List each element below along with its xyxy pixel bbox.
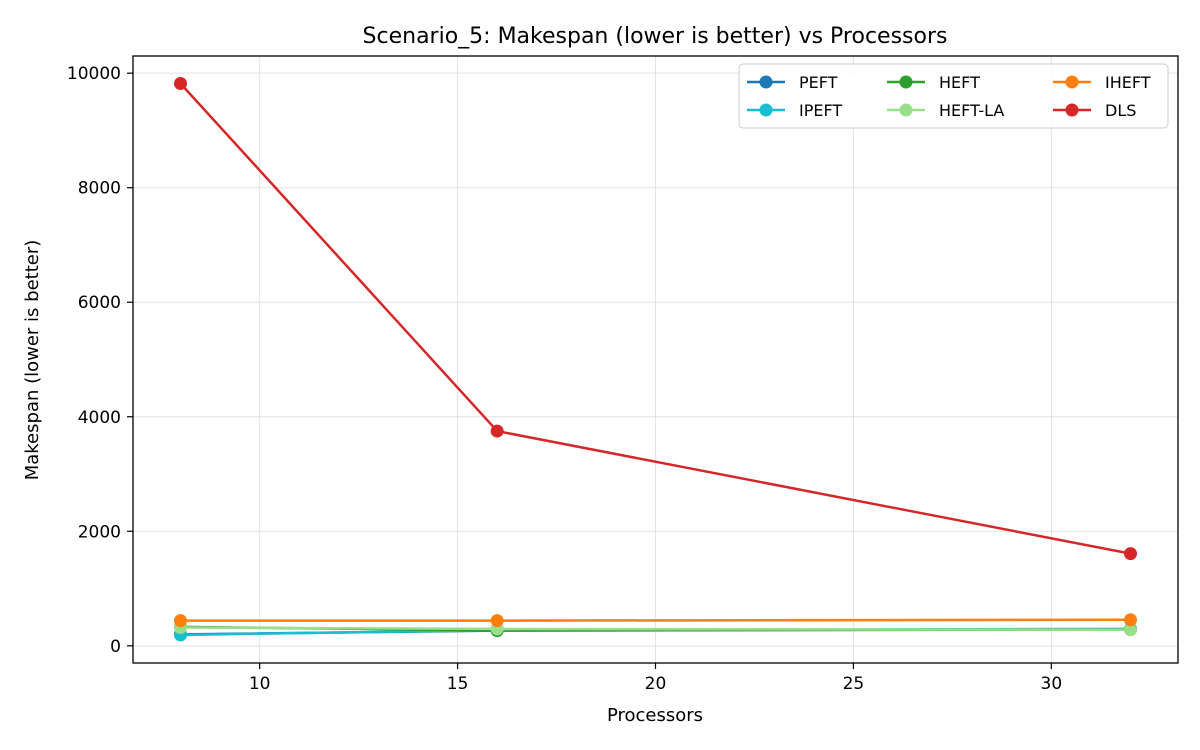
legend-swatch-marker	[759, 103, 773, 117]
legend-box	[738, 63, 1169, 129]
legend-swatch-marker	[899, 103, 913, 117]
grid-layer	[133, 56, 1178, 663]
data-point-dls	[174, 76, 187, 90]
data-point-iheft	[174, 614, 187, 628]
data-point-dls	[1124, 547, 1137, 561]
y-axis-label: Makespan (lower is better)	[22, 240, 43, 481]
ticks-layer: 10 15 20 25 30 0 2000 4000 6000 8000 10000	[67, 64, 1062, 694]
chart-title: Scenario_5: Makespan (lower is better) v…	[363, 24, 948, 49]
x-tick-label: 30	[1041, 674, 1063, 694]
legend-swatch-marker	[1065, 75, 1079, 89]
legend-item-dls: DLS	[1053, 101, 1136, 120]
x-tick-label: 15	[447, 674, 469, 694]
y-tick-label: 4000	[78, 408, 121, 428]
series-dls	[174, 76, 1137, 561]
legend-label: IHEFT	[1105, 73, 1151, 92]
legend-item-ipeft: IPEFT	[747, 101, 842, 120]
legend-swatch-marker	[759, 75, 773, 89]
data-point-iheft	[490, 614, 504, 628]
legend-swatch-marker	[899, 75, 913, 89]
x-tick-label: 25	[843, 674, 865, 694]
legend-item-heft-la: HEFT-LA	[887, 101, 1004, 120]
y-tick-label: 2000	[78, 522, 121, 542]
y-tick-label: 10000	[67, 64, 121, 84]
legend-item-peft: PEFT	[747, 73, 838, 92]
y-tick-label: 6000	[78, 293, 121, 313]
x-tick-label: 20	[645, 674, 667, 694]
legend-item-heft: HEFT	[887, 73, 980, 92]
legend-item-iheft: IHEFT	[1053, 73, 1151, 92]
y-tick-label: 0	[110, 637, 121, 657]
data-point-iheft	[1124, 613, 1137, 627]
data-point-heft-la	[1124, 623, 1137, 637]
data-point-dls	[490, 424, 504, 438]
series-iheft	[174, 613, 1137, 628]
series-layer	[174, 76, 1137, 642]
legend-label: IPEFT	[799, 101, 842, 120]
legend-label: HEFT-LA	[939, 101, 1004, 120]
legend-label: DLS	[1105, 101, 1136, 120]
series-line-iheft	[180, 618, 1131, 622]
legend: PEFT IPEFT HEFT HEFT-LA IHEFT DLS	[738, 63, 1169, 129]
legend-label: HEFT	[939, 73, 980, 92]
y-tick-label: 8000	[78, 179, 121, 199]
x-tick-label: 10	[249, 674, 271, 694]
legend-label: PEFT	[799, 73, 838, 92]
x-axis-label: Processors	[607, 705, 703, 726]
legend-swatch-marker	[1065, 103, 1079, 117]
